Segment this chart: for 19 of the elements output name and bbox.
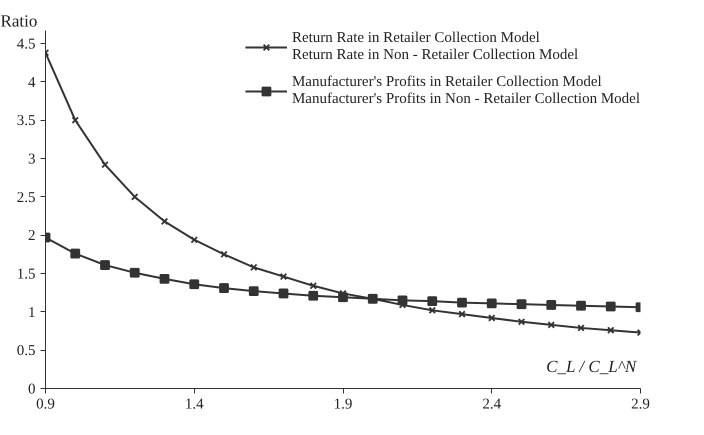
y-tick-label: 2.5 bbox=[16, 190, 36, 206]
x-axis-title: C_L / C_L^N bbox=[546, 357, 638, 376]
y-tick-label: 2 bbox=[28, 228, 36, 244]
legend-label: Return Rate in Retailer Collection Model Return Rate in Non - Retailer Collection Model bbox=[292, 30, 578, 64]
x-tick-label: 2.4 bbox=[482, 396, 502, 412]
x-tick-label: 1.4 bbox=[184, 396, 204, 412]
y-tick-label: 4 bbox=[28, 74, 36, 91]
y-tick-label: 1.5 bbox=[16, 266, 36, 283]
y-tick-label: 0.5 bbox=[16, 343, 36, 360]
y-tick-label: 1 bbox=[28, 304, 36, 321]
x-tick-label: 1.9 bbox=[334, 396, 352, 412]
x-tick-label: 2.9 bbox=[631, 396, 650, 412]
y-tick-label: 4.5 bbox=[16, 36, 36, 53]
y-tick-label: 0 bbox=[28, 382, 36, 398]
x-tick-label: 0.9 bbox=[36, 396, 55, 412]
y-tick-label: 3 bbox=[28, 152, 36, 168]
legend-label: Manufacturer's Profits in Retailer Collection Model Manufacturer's Profits in Non - Retailer Collection Model bbox=[292, 74, 640, 108]
y-tick-label: 3.5 bbox=[16, 113, 36, 130]
y-axis-title: Ratio bbox=[0, 12, 38, 30]
